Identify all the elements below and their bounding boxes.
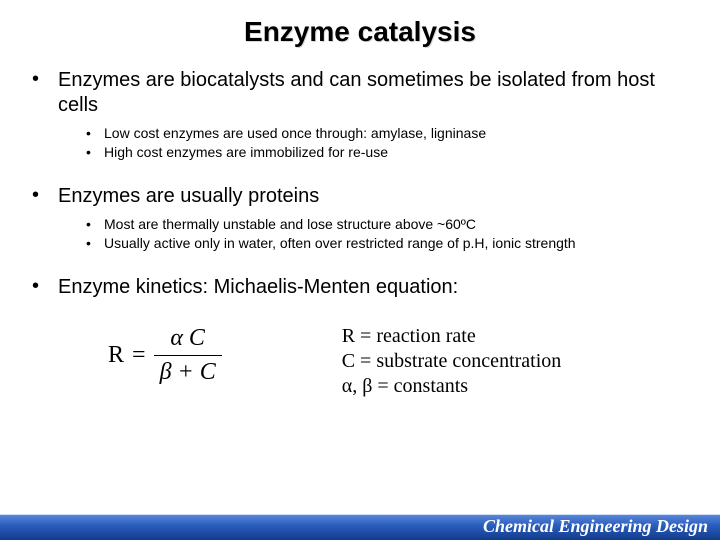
footer-course-title: Chemical Engineering Design bbox=[483, 516, 708, 537]
equation-denominator: β + C bbox=[154, 358, 222, 387]
bullet-2: • Enzymes are usually proteins bbox=[32, 184, 692, 209]
equation-lhs: R bbox=[108, 342, 124, 369]
bullet-dot-icon: • bbox=[86, 124, 96, 143]
bullet-dot-icon: • bbox=[32, 68, 46, 118]
equation-row: R = α C β + C R = reaction rate C = subs… bbox=[108, 312, 692, 399]
bullet-dot-icon: • bbox=[86, 215, 96, 234]
bullet-dot-icon: • bbox=[32, 184, 46, 209]
sub-bullet: • High cost enzymes are immobilized for … bbox=[86, 143, 692, 162]
sub-bullet: • Low cost enzymes are used once through… bbox=[86, 124, 692, 143]
equation: R = α C β + C bbox=[108, 324, 222, 387]
sub-bullet-text: High cost enzymes are immobilized for re… bbox=[104, 143, 388, 162]
slide-title: Enzyme catalysis bbox=[28, 16, 692, 48]
slide: Enzyme catalysis • Enzymes are biocataly… bbox=[0, 0, 720, 540]
sub-bullet: • Usually active only in water, often ov… bbox=[86, 234, 692, 253]
bullet-1-text: Enzymes are biocatalysts and can sometim… bbox=[58, 68, 692, 118]
sub-bullet-text: Usually active only in water, often over… bbox=[104, 234, 576, 253]
sub-bullet-text: Low cost enzymes are used once through: … bbox=[104, 124, 486, 143]
bullet-2-subs: • Most are thermally unstable and lose s… bbox=[86, 215, 692, 253]
equation-fraction: α C β + C bbox=[154, 324, 222, 387]
bullet-dot-icon: • bbox=[32, 275, 46, 300]
equals-sign: = bbox=[132, 342, 146, 369]
equation-numerator: α C bbox=[164, 324, 211, 353]
sub-bullet: • Most are thermally unstable and lose s… bbox=[86, 215, 692, 234]
sub-bullet-text: Most are thermally unstable and lose str… bbox=[104, 215, 476, 234]
legend-line-3: α, β = constants bbox=[342, 374, 562, 399]
footer-bar: Chemical Engineering Design bbox=[0, 514, 720, 540]
bullet-2-text: Enzymes are usually proteins bbox=[58, 184, 319, 209]
bullet-1-subs: • Low cost enzymes are used once through… bbox=[86, 124, 692, 162]
fraction-bar bbox=[154, 355, 222, 356]
legend-line-2: C = substrate concentration bbox=[342, 349, 562, 374]
bullet-dot-icon: • bbox=[86, 143, 96, 162]
bullet-1: • Enzymes are biocatalysts and can somet… bbox=[32, 68, 692, 118]
bullet-3-text: Enzyme kinetics: Michaelis-Menten equati… bbox=[58, 275, 458, 300]
slide-content: • Enzymes are biocatalysts and can somet… bbox=[28, 68, 692, 399]
legend-line-1: R = reaction rate bbox=[342, 324, 562, 349]
bullet-3: • Enzyme kinetics: Michaelis-Menten equa… bbox=[32, 275, 692, 300]
bullet-dot-icon: • bbox=[86, 234, 96, 253]
equation-legend: R = reaction rate C = substrate concentr… bbox=[342, 324, 562, 399]
